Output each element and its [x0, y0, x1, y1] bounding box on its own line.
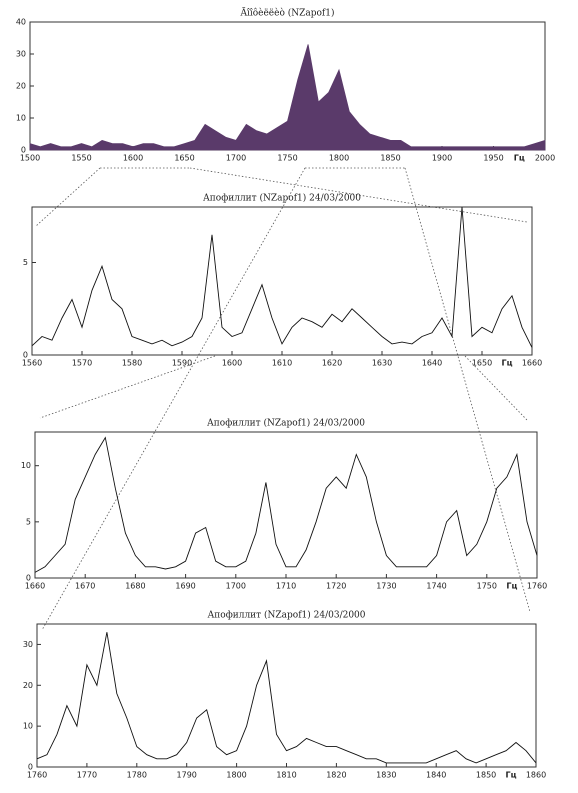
x-tick-label: 1650 — [472, 359, 492, 368]
y-tick-label: 0 — [21, 146, 26, 155]
chart: Апофиллит (NZapof1) 24/03/2000 1660 1670 16… — [21, 418, 547, 591]
x-tick-label: 1820 — [326, 771, 346, 780]
y-tick-label: 5 — [26, 517, 31, 526]
chart-title: Апофиллит (NZapof1) 24/03/2000 — [207, 610, 365, 621]
x-tick-label: 1660 — [522, 359, 542, 368]
x-tick-label: 1790 — [177, 771, 197, 780]
x-tick-label: 1600 — [123, 154, 143, 163]
x-tick-label: 1660 — [25, 582, 45, 591]
x-tick-label: 1550 — [71, 154, 91, 163]
x-tick-label: 1780 — [127, 771, 147, 780]
x-axis-label: Гц — [514, 154, 525, 163]
x-tick-label: 1950 — [483, 154, 503, 163]
plot-frame — [31, 206, 533, 356]
x-tick-label: 1620 — [322, 359, 342, 368]
x-tick-label: 1690 — [175, 582, 195, 591]
x-tick-label: 1610 — [272, 359, 292, 368]
y-tick-label: 10 — [16, 114, 26, 123]
line — [31, 206, 533, 348]
x-tick-label: 1580 — [122, 359, 142, 368]
chart-title: Апофиллит (NZapof1) 24/03/2000 — [207, 418, 365, 429]
line — [34, 436, 538, 573]
x-tick-label: 1840 — [426, 771, 446, 780]
x-tick-label: 1720 — [326, 582, 346, 591]
y-tick-label: 30 — [16, 50, 26, 59]
plot-frame — [36, 623, 537, 768]
chart: Апофиллит (NZapof1) 24/03/2000 1760 1770 17… — [23, 610, 546, 780]
x-tick-label: 1760 — [27, 771, 47, 780]
y-tick-label: 40 — [16, 18, 26, 27]
x-axis-label: Гц — [506, 582, 517, 591]
x-tick-label: 1850 — [380, 154, 400, 163]
x-tick-label: 1700 — [226, 582, 246, 591]
x-tick-label: 1710 — [276, 582, 296, 591]
y-tick-label: 30 — [23, 640, 33, 649]
x-tick-label: 1590 — [172, 359, 192, 368]
x-tick-label: 1650 — [174, 154, 194, 163]
x-tick-label: 1830 — [376, 771, 396, 780]
connector — [39, 355, 216, 419]
x-tick-label: 1800 — [329, 154, 349, 163]
x-tick-label: 1500 — [20, 154, 40, 163]
x-tick-label: 1770 — [77, 771, 97, 780]
x-tick-label: 1600 — [222, 359, 242, 368]
y-tick-label: 10 — [21, 461, 31, 470]
connector — [35, 167, 101, 227]
connector — [189, 167, 528, 223]
chart: Апофиллит (NZapof1) 24/03/2000 1560 1570 15… — [22, 193, 542, 368]
y-tick-label: 0 — [26, 574, 31, 583]
connector — [404, 167, 531, 613]
area — [29, 44, 546, 151]
y-tick-label: 20 — [16, 82, 26, 91]
y-tick-label: 5 — [23, 258, 28, 267]
x-tick-label: 1850 — [476, 771, 496, 780]
x-tick-label: 2000 — [535, 154, 555, 163]
x-tick-label: 1810 — [276, 771, 296, 780]
x-tick-label: 1750 — [277, 154, 297, 163]
connector — [41, 167, 306, 631]
x-tick-label: 1640 — [422, 359, 442, 368]
y-tick-label: 10 — [23, 722, 33, 731]
x-tick-label: 1560 — [22, 359, 42, 368]
x-tick-label: 1630 — [372, 359, 392, 368]
x-tick-label: 1740 — [426, 582, 446, 591]
connector — [464, 355, 528, 421]
x-tick-label: 1760 — [527, 582, 547, 591]
y-tick-label: 20 — [23, 681, 33, 690]
x-tick-label: 1570 — [72, 359, 92, 368]
zoom-connectors — [35, 167, 531, 631]
x-tick-label: 1900 — [432, 154, 452, 163]
plot-frame — [34, 431, 538, 579]
y-tick-label: 0 — [23, 351, 28, 360]
x-tick-label: 1680 — [125, 582, 145, 591]
y-tick-label: 0 — [28, 763, 33, 772]
chart: Ãîîôèëëèò (NZapof1) 1500 1550 1600 1650 1700 1… — [16, 7, 555, 163]
x-tick-label: 1670 — [75, 582, 95, 591]
x-axis-label: Гц — [506, 771, 517, 780]
x-tick-label: 1730 — [376, 582, 396, 591]
x-tick-label: 1800 — [226, 771, 246, 780]
line — [36, 632, 537, 764]
x-tick-label: 1750 — [477, 582, 497, 591]
chart-title: Ãîîôèëëèò (NZapof1) — [239, 7, 334, 19]
chart-title: Апофиллит (NZapof1) 24/03/2000 — [203, 193, 361, 204]
x-tick-label: 1700 — [226, 154, 246, 163]
x-axis-label: Гц — [501, 359, 512, 368]
x-tick-label: 1860 — [526, 771, 546, 780]
